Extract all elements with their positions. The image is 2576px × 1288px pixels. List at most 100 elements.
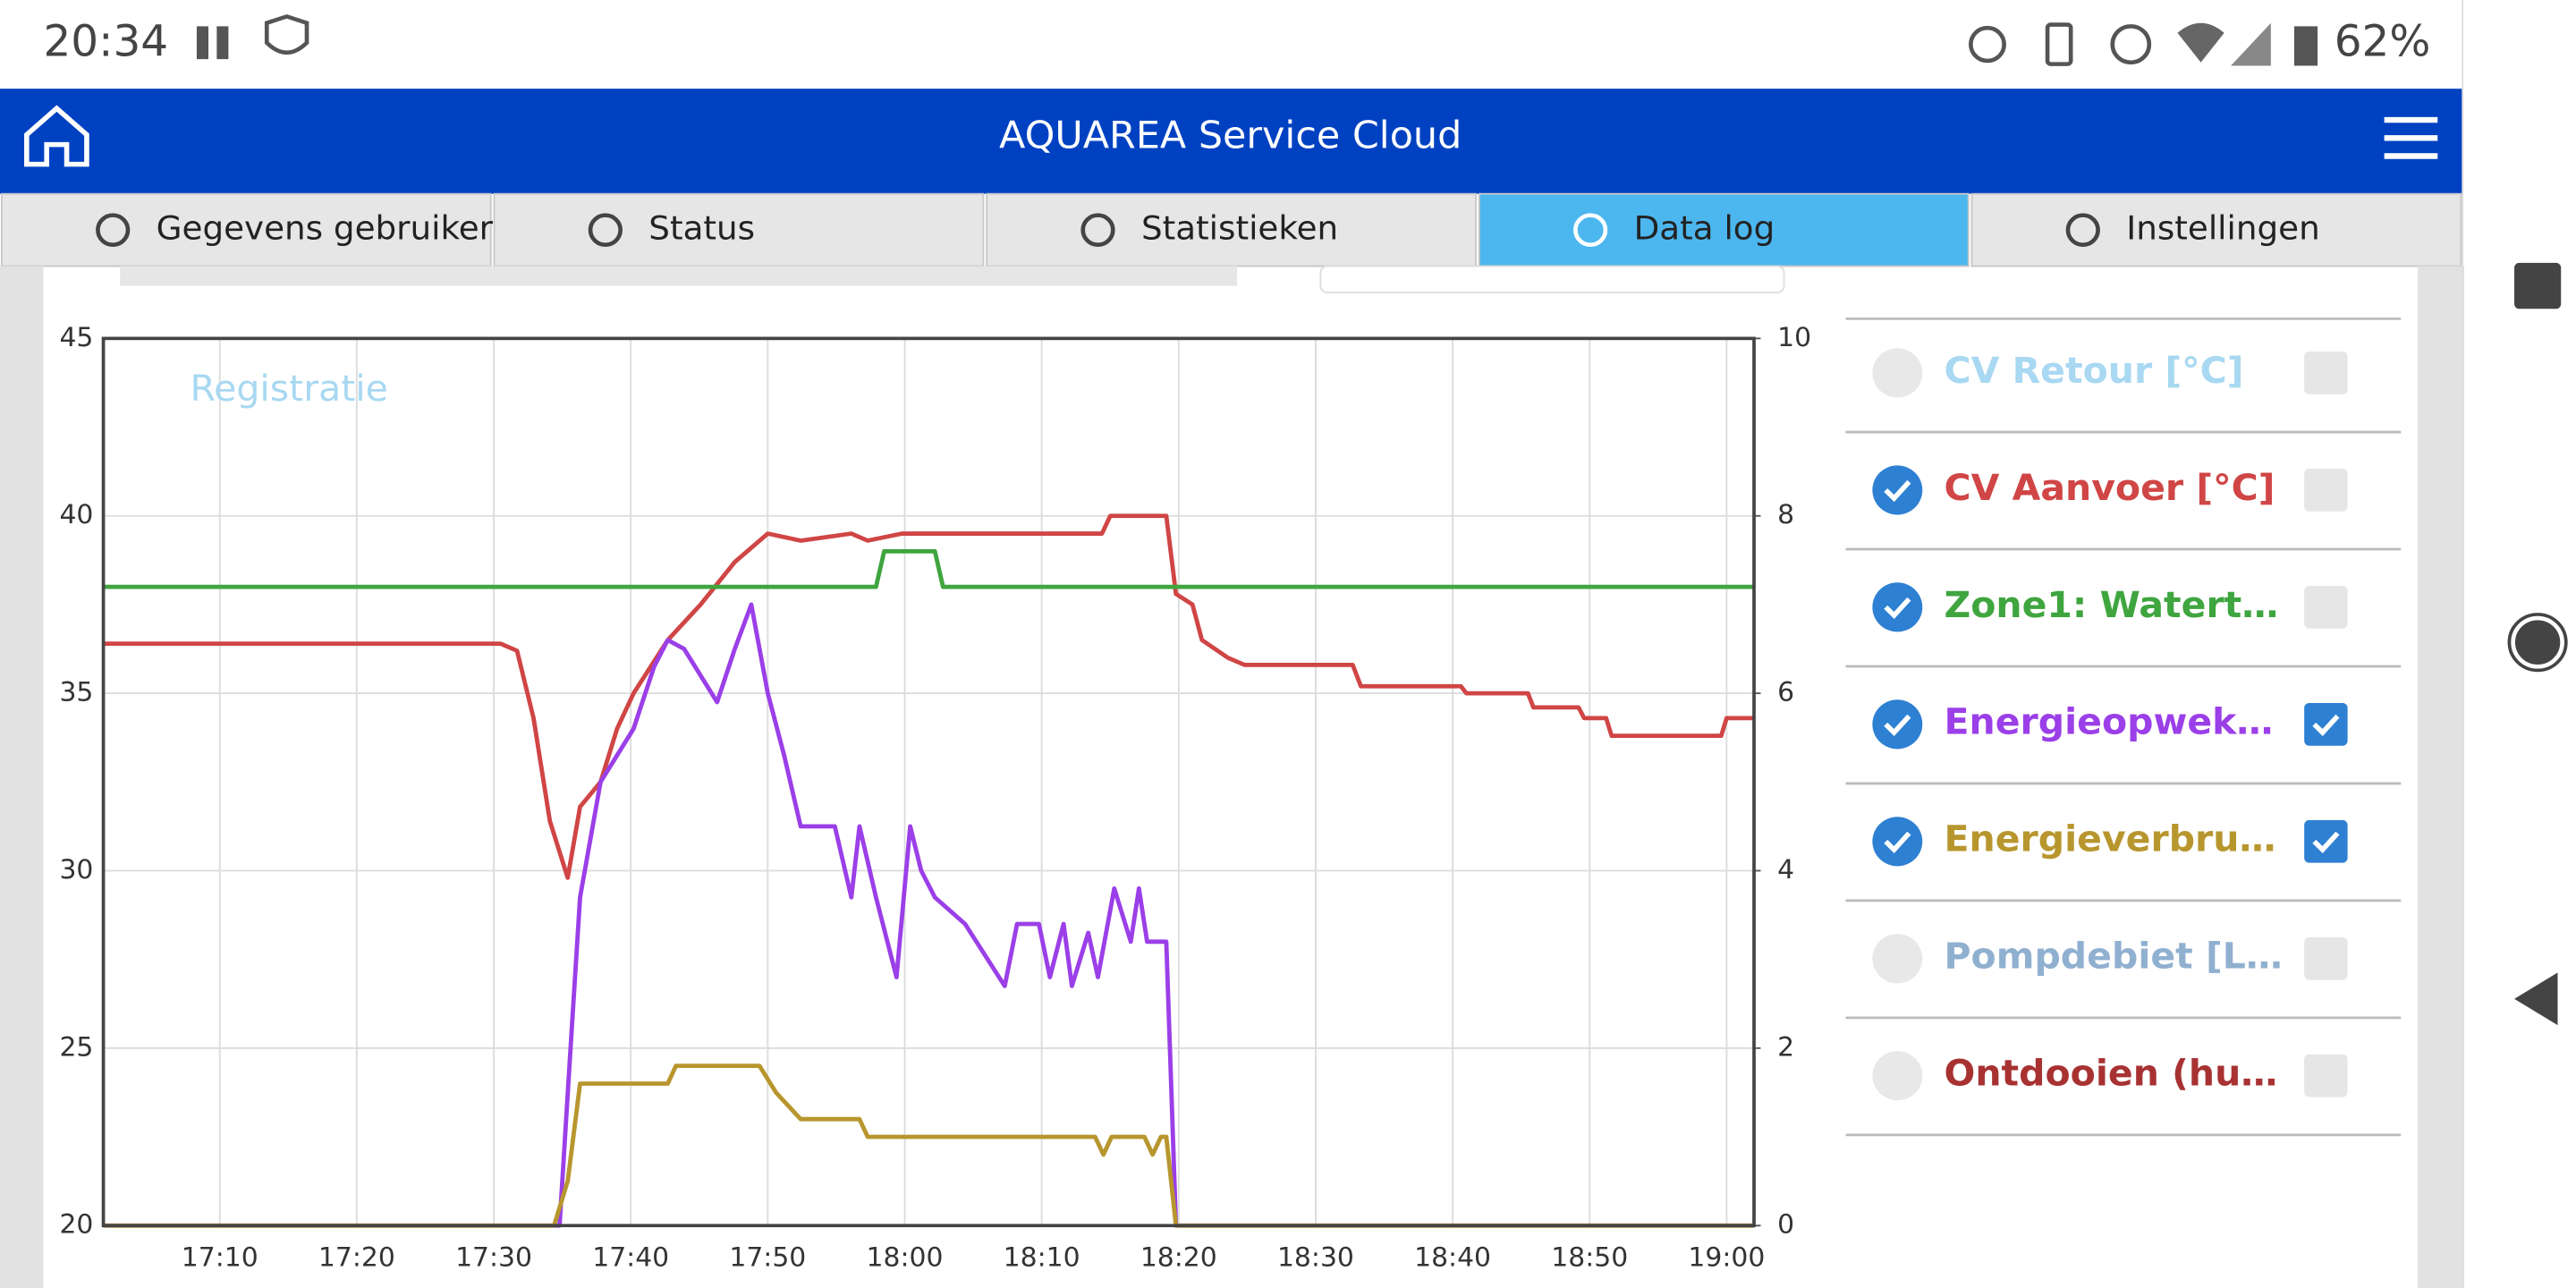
pause-icon: [216, 26, 229, 60]
tab-icon: [96, 213, 131, 247]
alarm-icon: [1969, 25, 2006, 64]
pause-icon: [196, 26, 209, 60]
visible-toggle-on[interactable]: [1872, 817, 1923, 867]
x-tick-label: 18:20: [1140, 1242, 1217, 1273]
legend-label: Pompdebiet [L…: [1945, 935, 2283, 978]
channel-row: CV Aanvoer [°C]: [1872, 465, 2348, 515]
tab[interactable]: Statistieken: [986, 192, 1478, 267]
axis-checkbox-on[interactable]: [2304, 819, 2348, 863]
axis-checkbox-off[interactable]: [2304, 585, 2348, 629]
data-line: [103, 602, 1755, 1228]
battery-level: 62%: [2334, 17, 2431, 67]
visible-toggle-on[interactable]: [1872, 699, 1923, 750]
side-gutter: [0, 266, 44, 1288]
tab-icon: [588, 213, 623, 247]
battery-icon: [2293, 26, 2318, 66]
y2-tick-label: 2: [1777, 1031, 1794, 1062]
back-button[interactable]: [2514, 972, 2558, 1026]
axis-checkbox-off[interactable]: [2304, 1054, 2348, 1097]
plot-frame: [101, 336, 1756, 1228]
legend-label: CV Retour [°C]: [1945, 349, 2244, 392]
visible-toggle-off[interactable]: [1872, 348, 1923, 398]
y-tick-label: 40: [59, 499, 93, 530]
y2-tick-label: 4: [1777, 854, 1794, 885]
channel-row: Ontdooien (hu…: [1872, 1051, 2348, 1101]
date-field[interactable]: [1319, 265, 1785, 293]
x-tick-label: 18:30: [1277, 1242, 1354, 1273]
home-nav-ring: [2507, 613, 2568, 673]
x-tick-label: 18:40: [1414, 1242, 1491, 1273]
tab[interactable]: Data log: [1478, 192, 1970, 267]
axis-checkbox-off[interactable]: [2304, 936, 2348, 980]
tab-label: Data log: [1634, 209, 1775, 248]
x-tick-label: 19:00: [1688, 1242, 1765, 1273]
legend-label: Energieopwek…: [1945, 700, 2274, 743]
check-icon: [2312, 714, 2340, 737]
home-nav-button[interactable]: [2510, 614, 2565, 670]
y2-tick-label: 8: [1777, 499, 1794, 530]
x-tick-label: 18:50: [1551, 1242, 1628, 1273]
recent-apps-button[interactable]: [2514, 262, 2562, 309]
y2-tick-label: 6: [1777, 677, 1794, 708]
legend-label: CV Aanvoer [°C]: [1945, 466, 2275, 509]
y2-tick-label: 0: [1777, 1209, 1794, 1240]
legend-label: Ontdooien (hu…: [1945, 1052, 2278, 1095]
visible-toggle-on[interactable]: [1872, 465, 1923, 515]
shield-icon: [264, 13, 309, 55]
annotation: Registratie: [191, 367, 388, 410]
axis-checkbox-off[interactable]: [2304, 469, 2348, 512]
check-icon: [1884, 831, 1911, 853]
data-line: [103, 513, 1755, 880]
visible-toggle-off[interactable]: [1872, 1051, 1923, 1101]
channel-row: Pompdebiet [L…: [1872, 934, 2348, 984]
x-tick-label: 18:00: [867, 1242, 944, 1273]
data-line: [103, 1063, 1755, 1228]
vibrate-icon: [2045, 22, 2073, 66]
slider-track[interactable]: [120, 266, 1238, 286]
x-tick-label: 17:50: [729, 1242, 806, 1273]
tab-label: Status: [648, 209, 755, 248]
y-tick-label: 45: [59, 322, 93, 352]
x-tick-label: 17:20: [318, 1242, 395, 1273]
signal-icon: [2231, 22, 2271, 66]
side-gutter: [2417, 266, 2465, 1288]
legend-label: Energieverbru…: [1945, 818, 2276, 860]
y-tick-label: 25: [59, 1031, 93, 1062]
x-tick-label: 17:10: [182, 1242, 258, 1273]
tab[interactable]: Gegevens gebruiker: [0, 192, 494, 267]
tab[interactable]: Instellingen: [1970, 192, 2462, 267]
channel-row: Energieopwek…: [1872, 699, 2348, 750]
check-icon: [1884, 714, 1911, 737]
clock: 20:34: [43, 17, 168, 67]
wifi-icon: [2177, 22, 2224, 63]
tab[interactable]: Status: [493, 192, 985, 267]
y-tick-label: 20: [59, 1209, 93, 1240]
tab-icon: [1080, 213, 1115, 247]
chart: 17:10 17:20 17:30 17:40 17:50 18:00 18:10 18:20…: [59, 322, 1811, 1272]
x-tick-label: 17:30: [455, 1242, 532, 1273]
channel-row: CV Retour [°C]: [1872, 348, 2348, 398]
app-title: AQUAREA Service Cloud: [999, 114, 1462, 158]
tab-label: Gegevens gebruiker: [157, 209, 494, 248]
channel-list: CV Retour [°C] CV Aanvoer [°C] Zone1: Wate…: [1845, 317, 2402, 1137]
x-tick-label: 18:10: [1004, 1242, 1080, 1273]
menu-button[interactable]: [2384, 116, 2438, 159]
y2-tick-label: 10: [1777, 322, 1811, 352]
tab-label: Instellingen: [2126, 209, 2319, 248]
axis-checkbox-off[interactable]: [2304, 352, 2348, 394]
tab-background: [0, 192, 492, 267]
visible-toggle-on[interactable]: [1872, 582, 1923, 632]
app-header: [0, 89, 2463, 194]
tab-bar: Gegevens gebruiker Status Statistieken Data…: [0, 192, 2462, 267]
tab-icon: [2065, 213, 2100, 247]
home-button[interactable]: [24, 105, 89, 167]
y-tick-label: 30: [59, 854, 93, 885]
axis-checkbox-on[interactable]: [2304, 702, 2348, 746]
channel-row: Energieverbru…: [1872, 817, 2348, 867]
check-icon: [1884, 479, 1911, 503]
tab-background: [986, 192, 1478, 267]
dnd-icon: [2110, 24, 2152, 65]
visible-toggle-off[interactable]: [1872, 934, 1923, 984]
data-line: [103, 549, 1755, 589]
